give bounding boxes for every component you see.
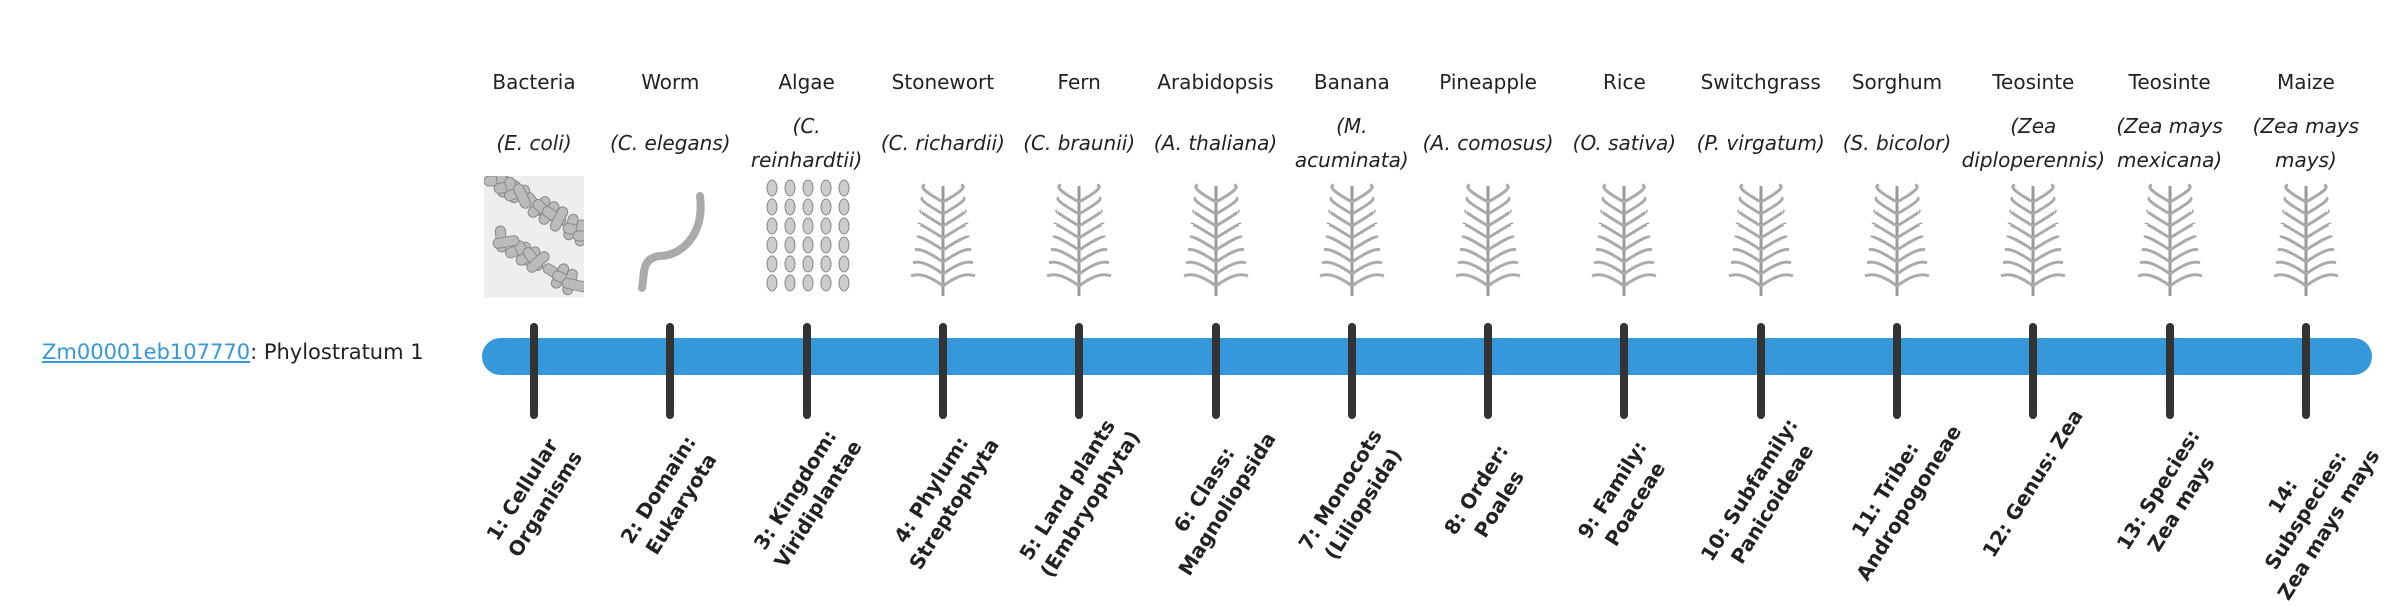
organism-scientific-name: (C. braunii) [1023, 131, 1136, 155]
stratum-tick [666, 323, 675, 419]
organism-scientific-name: (M. acuminata) [1294, 114, 1409, 172]
organism-scientific-name: (C. elegans) [610, 131, 731, 155]
stratum-rank-label: 2: Domain: Eukaryota [615, 431, 722, 559]
switchgrass-icon [1728, 183, 1794, 296]
stratum-tick [2301, 323, 2310, 419]
phylostratum-text: : Phylostratum 1 [250, 340, 424, 364]
fern-icon [1046, 183, 1112, 296]
stratum-tick [2029, 323, 2038, 419]
stratum-rank-label: 6: Class: Magnoliopsida [1168, 427, 1281, 580]
stratum-tick [1620, 323, 1629, 419]
organism-scientific-name: (C. richardii) [880, 131, 1005, 155]
banana-icon [1319, 183, 1385, 296]
organism-common-name: Banana [1313, 70, 1390, 94]
organism-common-name: Switchgrass [1700, 70, 1821, 94]
organism-scientific-name: (Zea mays mays) [2252, 114, 2360, 172]
stratum-tick [1211, 323, 1220, 419]
stratum-tick [802, 323, 811, 419]
rice-icon [1591, 183, 1657, 296]
organism-scientific-name: (Zea mays mexicana) [2116, 114, 2223, 172]
worm-icon [638, 192, 705, 292]
pineapple-icon [1455, 183, 1521, 296]
gene-label: Zm00001eb107770: Phylostratum 1 [42, 340, 424, 364]
organism-scientific-name: (S. bicolor) [1842, 131, 1952, 155]
organism-common-name: Rice [1603, 70, 1646, 94]
organism-scientific-name: (A. comosus) [1422, 131, 1554, 155]
arabidopsis-icon [1182, 183, 1249, 296]
stratum-rank-label: 8: Order: Poales [1439, 440, 1529, 542]
stratum-tick [1756, 323, 1765, 419]
stratum-rank-label: 1: Cellular Organisms [481, 434, 588, 562]
organism-common-name: Maize [2276, 70, 2335, 94]
organism-common-name: Algae [778, 70, 835, 94]
phylostrata-bar [482, 338, 2372, 375]
organism-common-name: Pineapple [1439, 70, 1537, 94]
stratum-tick [1075, 323, 1084, 419]
stratum-tick [530, 323, 538, 419]
stratum-rank-label: 7: Monocots (Liliopsida) [1293, 424, 1407, 564]
stratum-rank-label: 12: Genus: Zea [1977, 404, 2089, 562]
stratum-tick [1347, 323, 1356, 419]
organism-common-name: Teosinte [1992, 70, 2075, 94]
organism-common-name: Teosinte [2128, 70, 2211, 94]
stratum-tick [1893, 323, 1901, 419]
stratum-rank-label: 9: Family: Poaceae [1573, 436, 1671, 551]
stratum-tick [1484, 323, 1493, 419]
stratum-rank-label: 11: Tribe: Andropogoneae [1846, 420, 1967, 585]
organism-common-name: Bacteria [492, 70, 576, 94]
stratum-rank-label: 14: Subspecies: Zea mays mays [2259, 444, 2385, 605]
organism-scientific-name: (Zea diploperennis) [1961, 114, 2105, 172]
maize-icon [2273, 183, 2339, 296]
teosinte-icon [2137, 183, 2203, 296]
stratum-rank-label: 10: Subfamily: Panicoideae [1695, 413, 1818, 568]
organism-common-name: Arabidopsis [1157, 70, 1274, 94]
stratum-rank-label: 5: Land plants (Embryophyta) [1014, 414, 1146, 582]
sorghum-icon [1864, 183, 1930, 296]
organism-scientific-name: (A. thaliana) [1153, 131, 1278, 155]
organism-common-name: Worm [641, 70, 700, 94]
organism-common-name: Fern [1057, 70, 1101, 94]
stonewort-icon [910, 183, 976, 296]
stratum-tick [2165, 323, 2174, 419]
algae-icon [766, 179, 850, 292]
teosinte-icon [2000, 183, 2066, 296]
stratum-tick [938, 323, 947, 419]
organism-scientific-name: (O. sativa) [1572, 131, 1677, 155]
organism-common-name: Sorghum [1851, 70, 1943, 94]
stratum-rank-label: 13: Species: Zea mays [2111, 425, 2220, 556]
organism-common-name: Stonewort [891, 70, 995, 94]
gene-id-link[interactable]: Zm00001eb107770 [42, 340, 251, 364]
stratum-rank-label: 4: Phylum: Streptophyta [888, 432, 1004, 574]
organism-scientific-name: (P. virgatum) [1696, 131, 1825, 155]
organism-scientific-name: (C. reinhardtii) [750, 114, 863, 172]
stratum-rank-label: 3: Kingdom: Viridiplantae [748, 425, 867, 572]
bacteria-icon [484, 176, 584, 298]
organism-scientific-name: (E. coli) [496, 131, 572, 155]
